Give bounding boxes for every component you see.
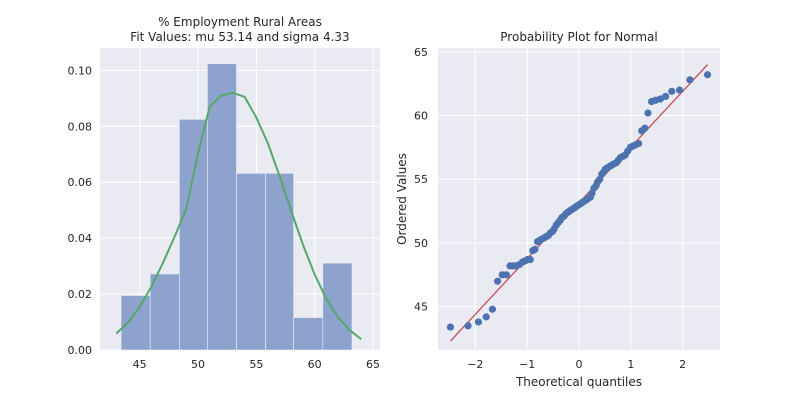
- probability-x-tick-label: 2: [679, 358, 686, 371]
- probability-x-tick-label: −2: [467, 358, 483, 371]
- probability-y-tick-label: 50: [414, 237, 428, 250]
- histogram-y-tick-label: 0.04: [68, 232, 93, 245]
- probability-plot-point: [668, 87, 676, 95]
- histogram-subtitle: Fit Values: mu 53.14 and sigma 4.33: [130, 30, 349, 44]
- probability-x-tick-label: 0: [576, 358, 583, 371]
- histogram-y-tick-label: 0.06: [68, 176, 93, 189]
- probability-plot-point: [644, 109, 652, 117]
- probability-plot-point: [446, 323, 455, 331]
- histogram-bar: [179, 119, 208, 351]
- probability-plot-point: [474, 318, 483, 326]
- probability-plot-point: [703, 71, 712, 79]
- histogram-bar: [265, 172, 294, 351]
- histogram-y-tick-label: 0.10: [68, 64, 93, 77]
- probability-plot-point: [531, 245, 539, 253]
- histogram-bar: [207, 63, 237, 351]
- probability-plot-point: [641, 124, 649, 132]
- histogram-x-tick-label: 55: [249, 358, 263, 371]
- histogram-bar: [293, 317, 324, 351]
- histogram-tick-labels: 45 50 55 60 65 0.00 0.02 0.04 0.06 0.08 0.10: [68, 64, 381, 371]
- probability-plot-point: [526, 255, 534, 264]
- probability-plot-points: [446, 71, 712, 331]
- probability-x-tick-label: 1: [627, 358, 634, 371]
- histogram-bar: [236, 172, 266, 351]
- probability-plot-point: [464, 322, 472, 330]
- histogram-x-tick-label: 60: [308, 358, 322, 371]
- histogram-bar: [149, 273, 180, 351]
- histogram-y-tick-label: 0.02: [68, 288, 93, 301]
- probability-y-tick-label: 55: [414, 173, 428, 186]
- probability-plot-point: [686, 76, 694, 84]
- probability-plot-title: Probability Plot for Normal: [500, 30, 657, 44]
- y-axis-label: Ordered Values: [395, 153, 409, 245]
- histogram-bar: [322, 262, 353, 351]
- probability-y-tick-label: 65: [414, 46, 428, 59]
- probability-plot-point: [675, 86, 684, 94]
- x-axis-label: Theoretical quantiles: [515, 375, 642, 389]
- probability-x-tick-label: −1: [519, 358, 535, 371]
- histogram-x-tick-label: 65: [366, 358, 380, 371]
- normal-fit-curve: [115, 91, 362, 341]
- histogram-panel: % Employment Rural Areas Fit Values: mu …: [68, 15, 381, 371]
- probability-plot-point: [635, 139, 643, 148]
- histogram-x-tick-label: 50: [191, 358, 205, 371]
- probability-y-tick-label: 60: [414, 110, 428, 123]
- probability-plot-point: [494, 277, 502, 285]
- histogram-bar: [120, 295, 151, 351]
- probability-plot-point: [488, 305, 497, 313]
- probability-plot-gridlines: [438, 48, 720, 350]
- probability-plot-point: [482, 313, 490, 321]
- probability-plot-point: [502, 271, 511, 279]
- probability-plot-panel: Probability Plot for Normal −2 −1 0 1 2 45 50 5…: [395, 30, 720, 389]
- histogram-y-tick-label: 0.00: [68, 344, 93, 357]
- probability-plot-point: [661, 92, 670, 101]
- histogram-y-tick-label: 0.08: [68, 120, 93, 133]
- probability-plot-tick-labels: −2 −1 0 1 2 45 50 55 60 65: [414, 46, 686, 371]
- probability-y-tick-label: 45: [414, 301, 428, 314]
- histogram-title: % Employment Rural Areas: [158, 15, 322, 29]
- histogram-x-tick-label: 45: [133, 358, 147, 371]
